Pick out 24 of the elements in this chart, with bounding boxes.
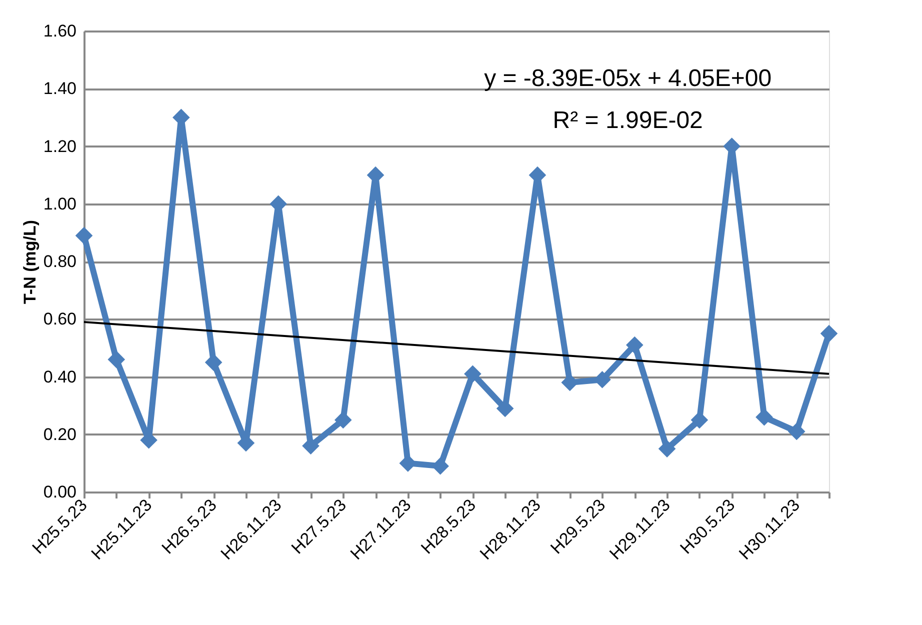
point (788, 422, 806, 440)
point (658, 440, 676, 458)
y-tick-label: 1.00 (43, 194, 76, 214)
point (108, 350, 126, 368)
y-axis-title: T-N (mg/L) (20, 220, 40, 304)
point (756, 408, 773, 426)
point (302, 437, 320, 455)
y-tick-label: 1.60 (43, 22, 76, 40)
y-tick-label: 0.00 (43, 482, 76, 502)
point (75, 226, 93, 244)
point (432, 457, 449, 475)
annotation: y = -8.39E-05x + 4.05E+00 (484, 65, 772, 92)
y-tick-label: 1.20 (43, 136, 76, 156)
y-tick-label: 0.80 (43, 252, 76, 271)
y-tick-label: 0.40 (43, 367, 76, 386)
point (626, 336, 644, 354)
point (820, 324, 838, 342)
y-tick-label: 1.40 (43, 79, 76, 98)
point (464, 365, 482, 383)
point (690, 411, 708, 429)
y-tick-label: 0.60 (43, 310, 76, 329)
point (204, 354, 222, 372)
y-tick-label: 0.20 (43, 424, 76, 444)
annotation: R² = 1.99E-02 (552, 107, 703, 134)
